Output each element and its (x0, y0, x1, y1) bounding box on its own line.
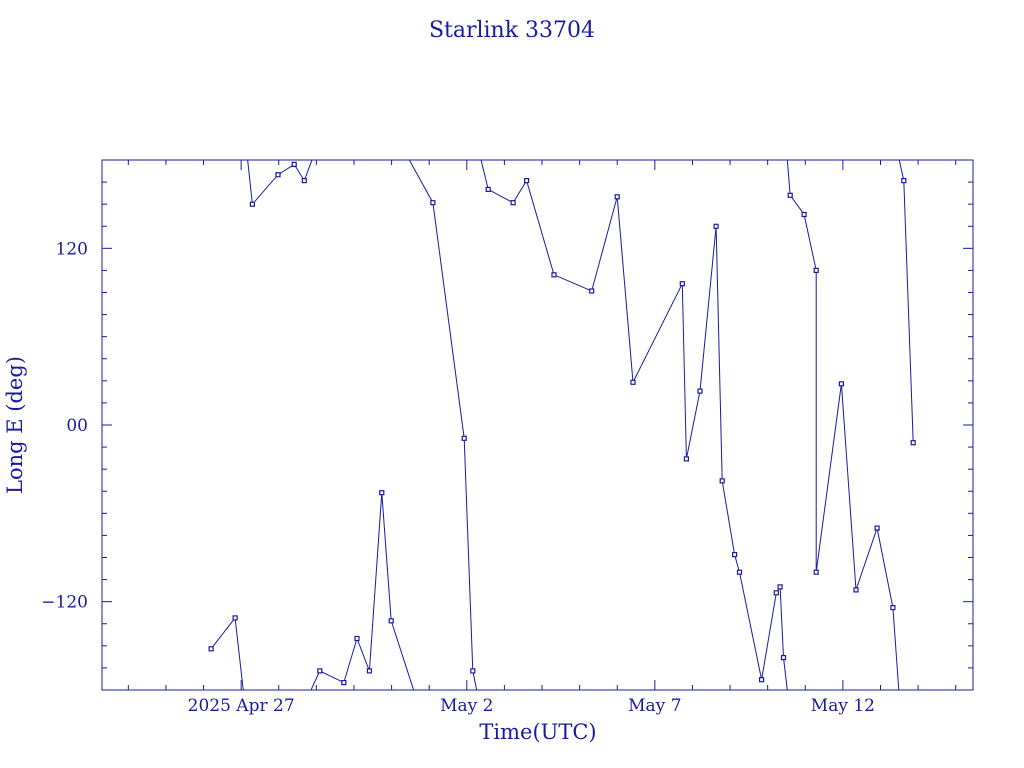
chart-title: Starlink 33704 (429, 18, 595, 43)
series-line-segment-5 (786, 160, 900, 690)
data-point-20 (614, 194, 620, 200)
data-point-6 (317, 668, 323, 674)
data-point-33 (787, 192, 793, 198)
y-tick-label-0: 120 (56, 239, 88, 259)
data-point-26 (719, 478, 725, 484)
data-point-38 (853, 587, 859, 593)
data-point-36 (813, 569, 819, 575)
data-point-16 (510, 200, 516, 206)
data-point-35 (813, 267, 819, 273)
data-point-31 (777, 584, 783, 590)
data-point-18 (551, 272, 557, 278)
series-line-segment-6 (898, 160, 914, 443)
data-point-13 (461, 435, 467, 441)
data-point-3 (275, 172, 281, 178)
data-point-21 (630, 379, 636, 385)
x-tick-label-2: May 7 (628, 696, 681, 716)
data-point-1 (232, 615, 238, 621)
data-point-4 (291, 161, 297, 167)
data-point-22 (679, 281, 685, 287)
plot-area (208, 160, 916, 690)
data-point-11 (388, 618, 394, 624)
data-point-0 (208, 646, 214, 652)
data-point-2 (249, 201, 255, 207)
x-tick-label-3: May 12 (811, 696, 875, 716)
y-tick-label-2: −120 (41, 593, 88, 613)
data-point-24 (697, 388, 703, 394)
data-point-41 (901, 178, 907, 184)
series-line-segment-4 (480, 160, 788, 690)
data-point-27 (731, 551, 738, 558)
data-point-40 (890, 604, 896, 611)
data-point-30 (773, 590, 779, 596)
data-point-7 (341, 679, 347, 686)
data-point-9 (366, 668, 372, 674)
tick-labels: 2025 Apr 27 May 2 May 7 May 12 120 00 −120 (41, 239, 875, 716)
x-axis-label: Time(UTC) (479, 720, 596, 744)
data-series (208, 160, 916, 690)
data-point-17 (523, 178, 530, 184)
data-point-14 (470, 668, 476, 674)
data-point-34 (801, 211, 807, 218)
data-point-12 (430, 200, 436, 206)
plot-frame (101, 159, 974, 691)
series-line-segment-2 (310, 492, 415, 690)
axis-ticks (102, 160, 973, 690)
data-point-5 (301, 178, 307, 184)
data-point-8 (354, 635, 360, 642)
data-point-28 (736, 569, 743, 575)
data-point-42 (910, 440, 916, 446)
data-point-15 (485, 186, 491, 192)
y-axis-label: Long E (deg) (3, 356, 27, 494)
data-point-39 (874, 525, 880, 531)
y-tick-label-1: 00 (66, 416, 88, 436)
data-point-29 (758, 677, 765, 683)
data-point-23 (683, 456, 690, 462)
data-point-10 (379, 490, 385, 496)
data-point-32 (780, 654, 787, 661)
x-tick-label-0: 2025 Apr 27 (188, 696, 295, 716)
series-line-segment-1 (247, 160, 313, 206)
data-point-25 (713, 223, 719, 229)
x-tick-label-1: May 2 (440, 696, 493, 716)
data-point-19 (589, 288, 595, 294)
series-line-segment-0 (210, 616, 244, 690)
data-point-37 (838, 381, 845, 387)
series-line-segment-3 (408, 160, 478, 690)
